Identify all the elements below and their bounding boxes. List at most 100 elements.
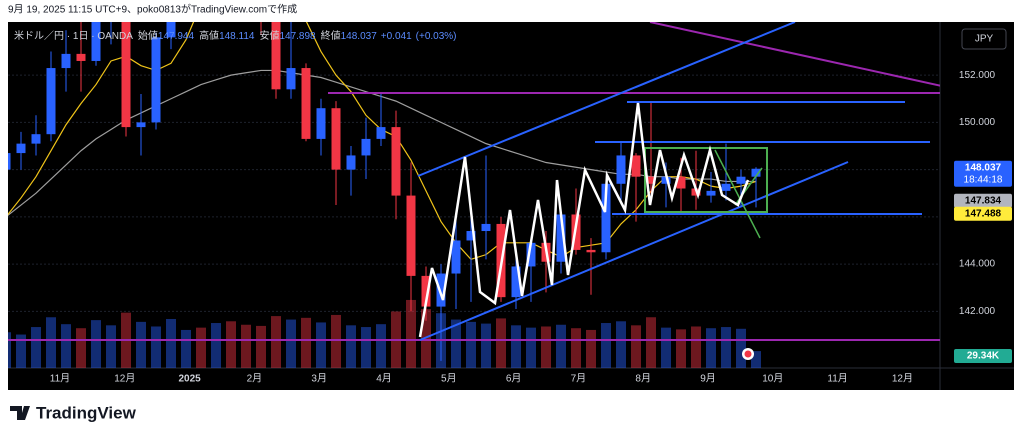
candle-body — [646, 176, 656, 184]
x-tick-label: 8月 — [635, 373, 651, 385]
volume-bar — [211, 323, 221, 368]
volume-bar — [511, 325, 521, 368]
y-tick-label: 142.000 — [959, 306, 996, 317]
x-tick-label: 10月 — [762, 373, 783, 385]
volume-bar — [586, 329, 596, 368]
x-tick-label: 11月 — [827, 373, 847, 385]
x-tick-label: 7月 — [571, 373, 587, 385]
candle-body — [31, 134, 41, 144]
candle-body — [421, 275, 431, 307]
candle-body — [61, 53, 71, 69]
volume-bar — [496, 318, 506, 368]
volume-bar — [616, 321, 626, 368]
legend-text: 147.898 — [279, 31, 316, 42]
ma-price-box — [954, 193, 1012, 208]
candle-body — [136, 122, 146, 128]
candle-body — [331, 108, 341, 170]
volume-bar — [676, 329, 686, 368]
ma-price-box — [954, 206, 1012, 221]
candle-body — [586, 249, 596, 253]
last-price-box — [954, 160, 1012, 187]
volume-bar — [691, 326, 701, 368]
volume-bar — [421, 309, 431, 368]
x-tick-label: 4月 — [376, 373, 392, 385]
x-tick-label: 3月 — [311, 373, 327, 385]
volume-bar — [241, 324, 251, 368]
volume-bar — [721, 327, 731, 368]
volume-bar — [466, 321, 476, 368]
candle-body — [616, 155, 626, 184]
candle-body — [706, 190, 716, 196]
volume-bar — [706, 328, 716, 368]
candle-body — [301, 68, 311, 139]
x-tick-label: 12月 — [114, 373, 135, 385]
volume-bar — [661, 327, 671, 368]
chart-panel — [8, 22, 1014, 390]
candle-body — [436, 273, 446, 307]
currency-button[interactable] — [961, 28, 1007, 50]
wedge-line — [714, 149, 761, 239]
volume-bar — [271, 316, 281, 368]
volume-bar — [256, 325, 266, 368]
channel-line — [417, 22, 796, 177]
candle-body — [76, 53, 86, 61]
volume-bar — [316, 322, 326, 368]
volume-bar — [136, 321, 146, 368]
candle-body — [121, 22, 131, 128]
currency-label[interactable]: JPY — [975, 34, 994, 45]
volume-bar — [46, 317, 56, 368]
y-tick-label: 152.000 — [959, 70, 996, 81]
logo: TradingView — [10, 403, 137, 422]
channel-line — [419, 161, 849, 341]
volume-bar — [8, 332, 11, 368]
zigzag — [418, 102, 750, 338]
drawings — [8, 22, 940, 360]
volume-bar — [331, 314, 341, 368]
last-price: 148.037 — [965, 162, 1002, 173]
candle-body — [481, 223, 491, 232]
ma-price: 147.488 — [965, 208, 1002, 219]
legend-text: 147.944 — [158, 31, 195, 42]
y-tick-label: 144.000 — [959, 259, 996, 270]
candle-body — [466, 231, 476, 241]
volume-bar — [286, 319, 296, 368]
x-tick-label: 2025 — [178, 374, 201, 385]
legend-text: 終値 — [321, 29, 341, 42]
candle-body — [736, 176, 746, 184]
volume-bar — [376, 324, 386, 368]
candle-body — [8, 153, 11, 170]
legend-text: +0.041 — [381, 31, 412, 42]
candle-body — [721, 183, 731, 191]
volume-bar — [91, 320, 101, 368]
volume-bar — [31, 327, 41, 368]
candle-body — [16, 143, 26, 154]
candle-body — [286, 68, 296, 90]
candle-body — [316, 108, 326, 139]
candle-body — [391, 127, 401, 196]
volume-bar — [361, 327, 371, 368]
y-tick-label: 150.000 — [959, 117, 996, 128]
logo-text: TradingView — [36, 403, 137, 422]
x-tick-label: 6月 — [506, 373, 522, 385]
x-tick-label: 12月 — [892, 373, 913, 385]
candle-body — [361, 138, 371, 156]
volume-bar — [346, 325, 356, 368]
candle-body — [46, 68, 56, 135]
candle-body — [376, 127, 386, 139]
candle-body — [166, 22, 176, 38]
legend-text: 米ドル／円 · 1日 · OANDA — [14, 29, 133, 42]
volume-bar — [226, 321, 236, 368]
candle-body — [451, 240, 461, 274]
candle-body — [661, 176, 671, 184]
candle-body — [676, 176, 686, 189]
candle-body — [151, 37, 161, 123]
candle-body — [526, 242, 536, 267]
x-tick-label: 2月 — [247, 373, 263, 385]
volume-bar — [181, 329, 191, 368]
volume-bar — [736, 328, 746, 368]
volume-bar — [751, 351, 761, 368]
ma-price: 147.834 — [965, 195, 1002, 206]
volume-bar — [451, 319, 461, 368]
legend: 米ドル／円 · 1日 · OANDA 始値147.944 高値148.114 安値14… — [14, 29, 457, 42]
